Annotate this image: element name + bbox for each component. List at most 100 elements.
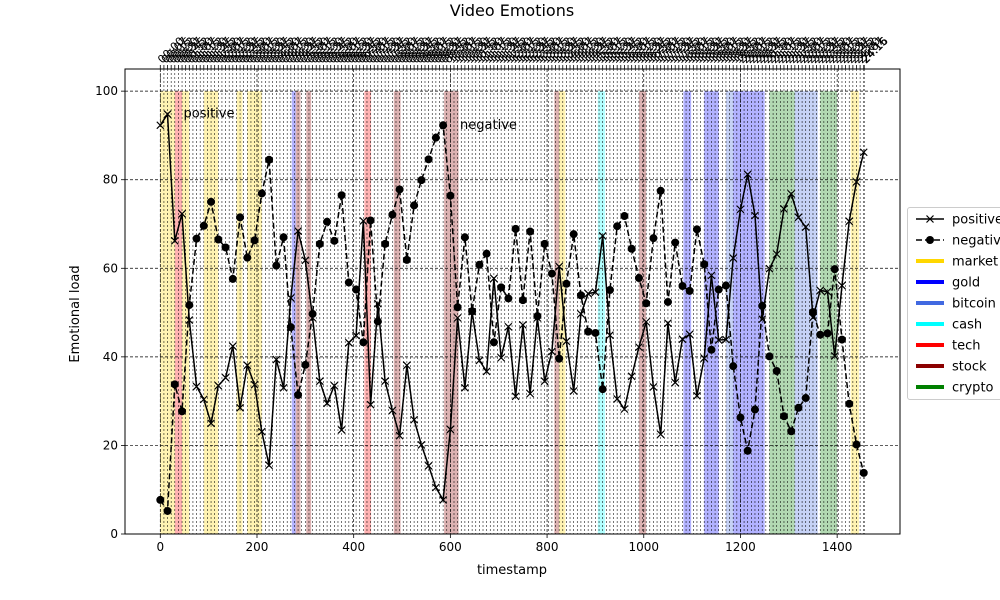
- marker-positive: [794, 213, 803, 222]
- marker-negative: [214, 235, 223, 244]
- marker-positive: [605, 331, 614, 340]
- highlight-span-stock: [554, 91, 560, 535]
- marker-positive: [801, 223, 810, 232]
- marker-positive: [156, 121, 165, 130]
- highlight-span-cash: [597, 91, 606, 535]
- annotation-positive: positive: [183, 106, 234, 121]
- marker-positive: [337, 426, 346, 434]
- marker-negative: [315, 239, 324, 248]
- marker-positive: [664, 319, 672, 328]
- marker-negative: [576, 291, 585, 300]
- marker-positive: [823, 287, 832, 296]
- marker-positive: [671, 378, 680, 387]
- y-tick-label: 20: [103, 438, 118, 452]
- marker-positive: [562, 337, 571, 346]
- marker-negative: [279, 233, 288, 242]
- marker-positive: [816, 286, 825, 295]
- marker-positive: [859, 148, 868, 157]
- marker-positive: [729, 254, 738, 263]
- marker-negative: [489, 338, 498, 347]
- marker-positive: [685, 330, 694, 339]
- marker-positive: [511, 392, 520, 401]
- highlight-span-market: [236, 91, 243, 535]
- marker-negative: [431, 133, 440, 142]
- highlight-span-market: [559, 91, 566, 535]
- marker-negative: [555, 354, 564, 363]
- marker-negative: [743, 446, 752, 455]
- highlight-span-bitcoin: [725, 91, 734, 535]
- marker-positive: [163, 110, 172, 119]
- highlight-span-crypto: [778, 91, 795, 535]
- marker-positive: [765, 264, 774, 273]
- marker-positive: [482, 367, 491, 376]
- marker-positive: [613, 395, 622, 403]
- legend: positive negative market gold bitcoin cash tec…: [907, 207, 1000, 400]
- marker-positive: [192, 382, 201, 391]
- legend-label-stock: stock: [952, 360, 987, 375]
- highlight-span-stock: [444, 91, 459, 535]
- marker-negative: [192, 234, 201, 243]
- legend-marker-negative: [926, 236, 934, 244]
- marker-negative: [533, 312, 542, 321]
- marker-negative: [460, 233, 469, 242]
- marker-negative: [236, 213, 245, 222]
- highlight-span-stock: [306, 91, 312, 535]
- marker-positive: [693, 391, 701, 400]
- marker-positive: [446, 425, 455, 434]
- marker-negative: [468, 307, 477, 316]
- marker-negative: [620, 212, 629, 221]
- marker-negative: [859, 468, 868, 477]
- highlight-span-tech: [364, 91, 372, 535]
- marker-positive: [294, 227, 303, 236]
- marker-positive: [540, 377, 549, 386]
- y-tick-label: 0: [110, 527, 118, 541]
- marker-negative: [750, 405, 759, 414]
- marker-negative: [228, 274, 237, 283]
- marker-positive: [323, 399, 332, 408]
- marker-negative: [758, 301, 767, 310]
- highlight-span-tech: [174, 91, 183, 535]
- legend-label-bitcoin: bitcoin: [952, 297, 996, 312]
- highlight-span-gold: [733, 91, 765, 535]
- marker-positive: [518, 321, 527, 329]
- marker-positive: [431, 483, 440, 492]
- marker-positive: [352, 331, 361, 340]
- marker-positive: [714, 336, 723, 344]
- marker-negative: [475, 260, 484, 269]
- marker-positive: [388, 406, 397, 415]
- marker-positive: [852, 178, 861, 186]
- marker-negative: [801, 394, 810, 403]
- marker-negative: [627, 244, 636, 253]
- marker-negative: [482, 249, 491, 258]
- marker-negative: [257, 189, 266, 198]
- marker-negative: [692, 225, 701, 234]
- marker-negative: [794, 403, 803, 412]
- series-line-positive: [159, 111, 865, 503]
- marker-negative: [250, 236, 259, 245]
- series-lines: [159, 111, 865, 514]
- highlight-span-stock: [295, 91, 301, 535]
- marker-negative: [402, 255, 411, 264]
- marker-positive: [178, 209, 186, 218]
- marker-negative: [816, 330, 825, 339]
- marker-negative: [497, 283, 506, 292]
- marker-negative: [337, 191, 346, 200]
- marker-positive: [620, 405, 629, 414]
- x-tick-label: 1200: [725, 540, 756, 554]
- marker-positive: [758, 315, 767, 324]
- y-tick-label: 80: [103, 173, 118, 187]
- marker-negative: [852, 440, 861, 449]
- marker-positive: [381, 377, 390, 386]
- marker-positive: [279, 383, 288, 392]
- marker-positive: [272, 355, 281, 364]
- highlight-span-market: [182, 91, 190, 535]
- marker-negative: [373, 317, 382, 326]
- marker-negative: [439, 121, 448, 130]
- marker-negative: [395, 185, 404, 194]
- marker-positive: [584, 289, 593, 298]
- marker-negative: [656, 186, 665, 195]
- marker-positive: [743, 170, 752, 179]
- legend-label-market: market: [952, 255, 998, 270]
- marker-positive: [569, 387, 578, 395]
- marker-negative: [243, 253, 252, 262]
